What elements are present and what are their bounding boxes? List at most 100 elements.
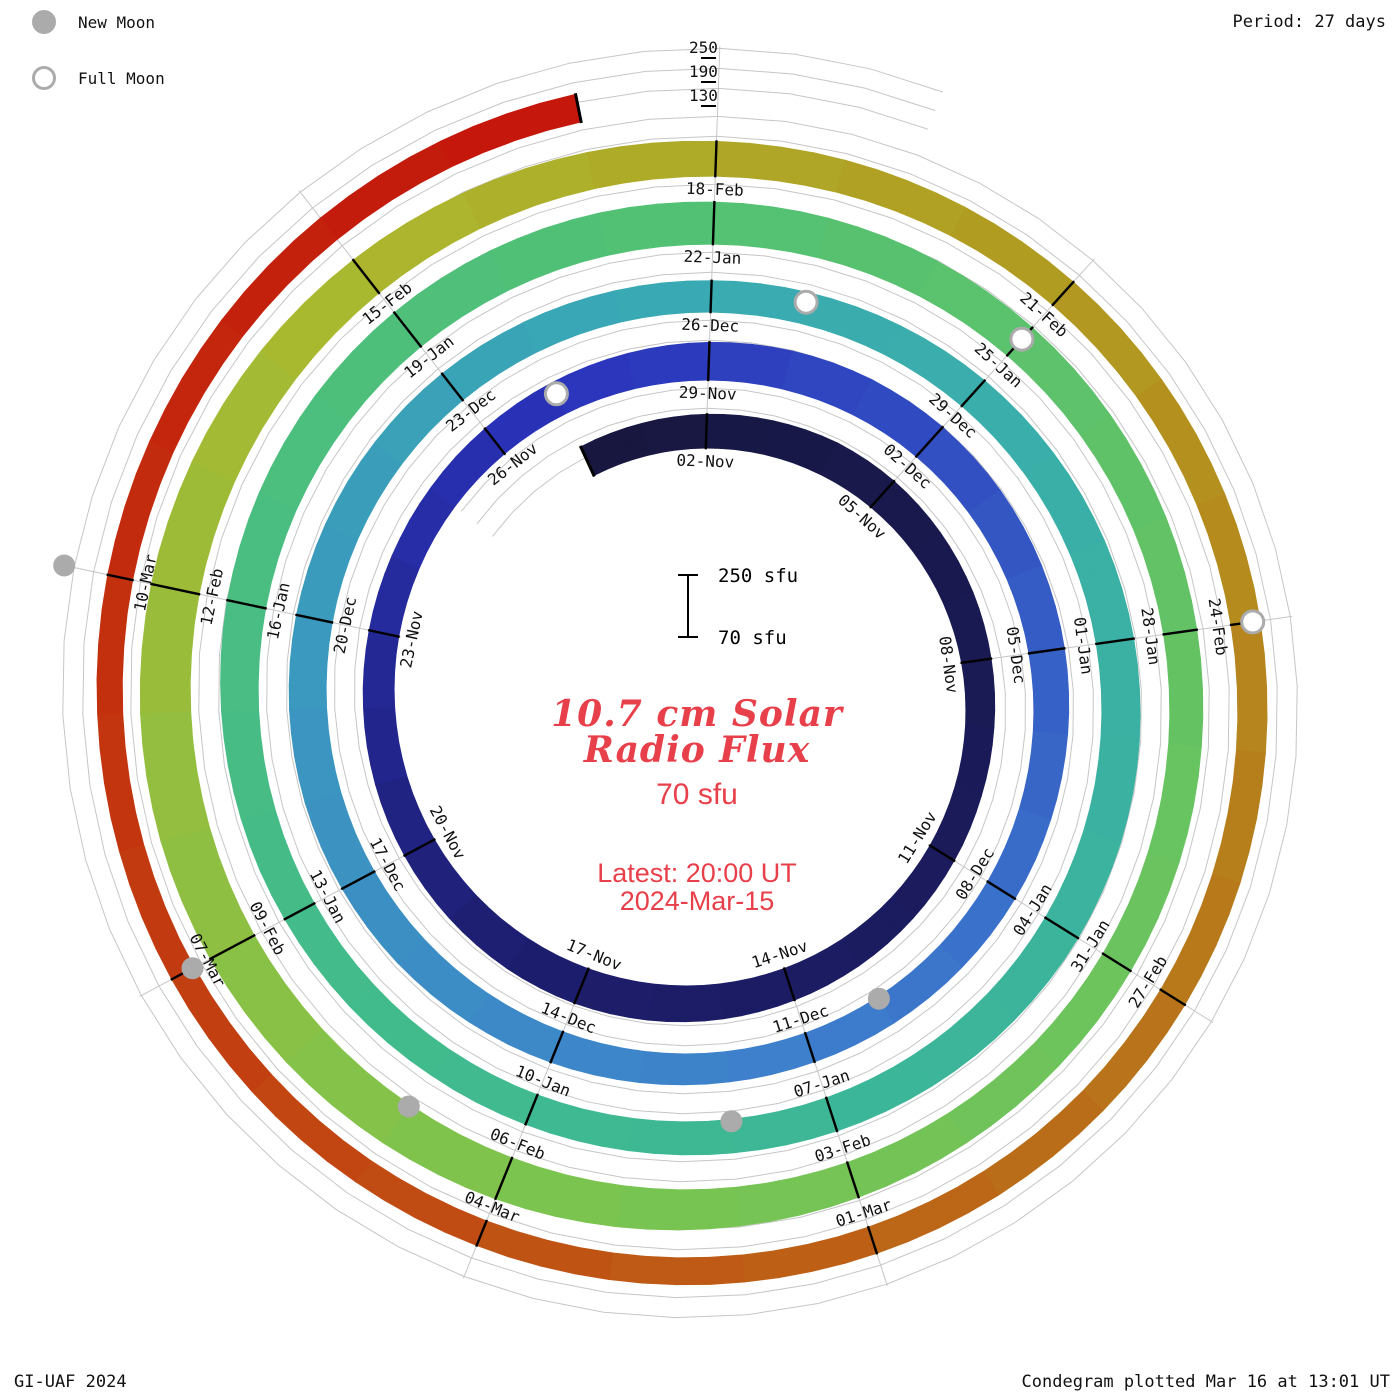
date-tick: [440, 372, 465, 402]
full-moon-marker-27-Dec: [793, 289, 819, 315]
new-moon-marker-11-Jan: [397, 1095, 420, 1118]
flux-spiral-band: [96, 93, 1268, 1286]
date-label-22-Jan: 22-Jan: [683, 247, 741, 268]
band-segment: [1234, 653, 1268, 688]
band-segment: [741, 1250, 779, 1283]
band-segment: [103, 779, 137, 818]
band-segment: [642, 1255, 678, 1286]
plotted-label: Condegram plotted Mar 16 at 13:01 UT: [1021, 1372, 1390, 1392]
date-tick: [524, 1093, 539, 1126]
date-tick: [869, 479, 896, 509]
date-tick: [340, 869, 376, 891]
date-tick: [572, 967, 590, 1005]
band-segment: [683, 1052, 707, 1086]
chart-title-block: 10.7 cm Solar Radio Flux 70 sfu Latest: …: [551, 693, 844, 916]
band-segment: [1236, 686, 1268, 721]
date-tick: [960, 657, 993, 665]
date-tick: [578, 445, 596, 478]
band-segment: [107, 540, 141, 581]
band-segment: [678, 1188, 710, 1231]
band-segment: [96, 678, 124, 715]
date-tick: [150, 582, 201, 596]
band-segment: [118, 844, 155, 885]
band-segment: [703, 983, 724, 1022]
date-label-18-Feb: 18-Feb: [686, 179, 744, 200]
band-segment: [574, 1247, 614, 1281]
band-segment: [1100, 713, 1141, 742]
date-tick: [782, 967, 796, 1002]
band-segment: [110, 812, 145, 852]
date-tick: [928, 844, 956, 863]
band-segment: [651, 140, 686, 180]
radial-label-250: 250: [689, 38, 718, 57]
date-label-26-Dec: 26-Dec: [681, 315, 739, 336]
band-segment: [774, 1244, 813, 1279]
band-segment: [97, 713, 126, 750]
band-segment: [708, 1186, 741, 1230]
band-segment: [288, 661, 328, 688]
band-segment: [221, 709, 262, 739]
band-segment: [685, 201, 715, 246]
band-segment: [139, 680, 192, 714]
band-segment: [139, 647, 192, 683]
date-tick: [208, 933, 256, 961]
new-moon-marker-13-Nov: [867, 987, 890, 1010]
latest-date-label: 2024-Mar-15: [620, 886, 775, 916]
moon-markers: [53, 289, 1266, 1133]
credit-label: GI-UAF 2024: [14, 1372, 127, 1392]
band-segment: [656, 201, 687, 248]
date-tick: [706, 341, 711, 382]
band-segment: [1227, 781, 1263, 820]
date-label-02-Nov: 02-Nov: [676, 451, 734, 472]
date-tick: [1027, 647, 1066, 655]
legend-new-moon: New Moon: [32, 8, 165, 36]
band-segment: [685, 984, 705, 1023]
gridline-190-sfu: [82, 67, 1278, 1299]
band-segment: [288, 685, 328, 710]
band-segment: [704, 1051, 729, 1085]
band-segment: [745, 142, 782, 182]
band-segment: [736, 1183, 771, 1227]
band-segment: [220, 683, 260, 712]
date-tick: [1051, 280, 1075, 307]
band-segment: [140, 711, 194, 746]
band-segment: [660, 1052, 685, 1086]
date-tick: [573, 92, 583, 124]
band-segment: [710, 280, 737, 314]
band-segment: [709, 1254, 745, 1285]
band-segment: [289, 708, 329, 734]
date-tick: [711, 200, 716, 246]
legend-full-moon-label: Full Moon: [78, 68, 165, 88]
new-moon-marker-10-Mar: [53, 554, 76, 577]
base-flux-value: 70 sfu: [656, 778, 738, 811]
date-tick: [803, 1031, 817, 1064]
date-tick: [226, 598, 267, 610]
date-tick: [845, 1161, 861, 1199]
band-segment: [965, 709, 996, 729]
date-tick: [986, 880, 1017, 901]
band-segment: [1168, 687, 1204, 719]
date-tick: [367, 628, 401, 638]
date-tick: [106, 573, 134, 582]
full-moon-icon: [32, 66, 56, 90]
date-tick: [295, 613, 334, 624]
date-tick: [824, 1096, 839, 1133]
date-tick: [709, 279, 713, 314]
band-segment: [667, 342, 690, 383]
band-segment: [1168, 716, 1204, 748]
band-segment: [362, 668, 396, 690]
radial-label-130: 130: [689, 86, 718, 105]
date-tick: [283, 901, 316, 921]
radial-label-190: 190: [689, 62, 718, 81]
band-segment: [99, 746, 130, 784]
latest-time-label: Latest: 20:00 UT: [597, 858, 797, 888]
date-tick: [493, 1156, 514, 1201]
period-label: Period: 27 days: [1232, 12, 1386, 32]
band-segment: [1099, 663, 1140, 691]
chart-title-line2: Radio Flux: [583, 729, 810, 771]
band-segment: [688, 341, 710, 382]
band-segment: [618, 142, 655, 184]
band-segment: [686, 280, 712, 314]
date-tick: [866, 1225, 879, 1255]
